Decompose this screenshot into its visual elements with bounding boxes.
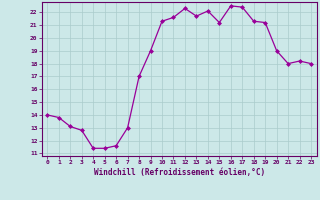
X-axis label: Windchill (Refroidissement éolien,°C): Windchill (Refroidissement éolien,°C) [94, 168, 265, 177]
